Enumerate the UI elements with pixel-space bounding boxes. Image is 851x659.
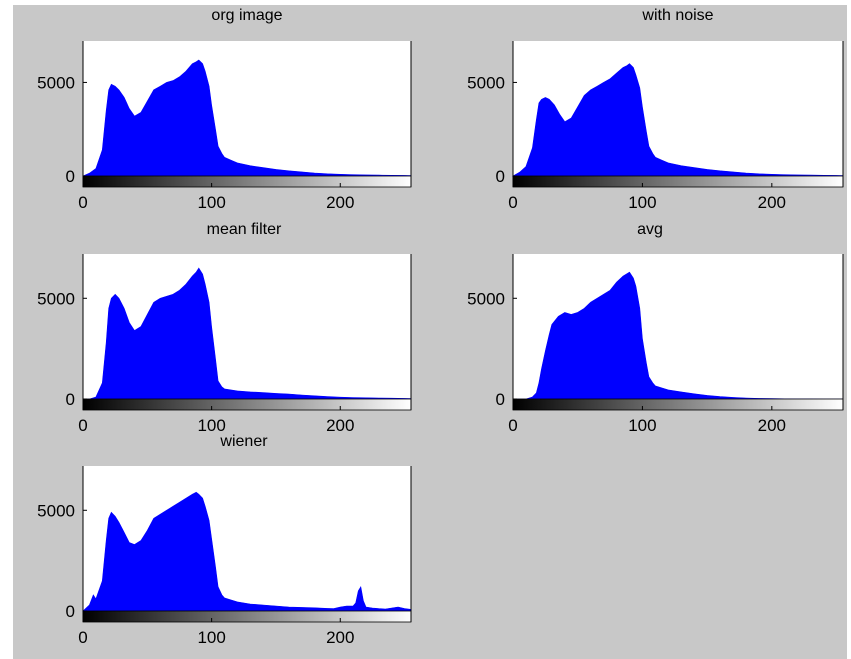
grayscale-colorbar bbox=[512, 398, 844, 411]
y-tick-label: 0 bbox=[66, 602, 75, 621]
y-tick-label: 5000 bbox=[37, 73, 75, 92]
x-tick-label: 0 bbox=[508, 193, 517, 212]
x-tick-label: 200 bbox=[326, 193, 354, 212]
grayscale-colorbar bbox=[82, 610, 412, 623]
histogram-area bbox=[513, 271, 843, 400]
grayscale-colorbar bbox=[82, 398, 412, 411]
grayscale-colorbar bbox=[512, 175, 844, 188]
grayscale-colorbar bbox=[82, 175, 412, 188]
subplot-2: 0 100 200 0 5000 mean filter bbox=[37, 221, 412, 435]
histogram-area bbox=[82, 59, 412, 177]
x-tick-label: 100 bbox=[197, 416, 225, 435]
y-tick-label: 0 bbox=[496, 390, 505, 409]
x-tick-label: 100 bbox=[197, 628, 225, 647]
x-tick-label: 100 bbox=[628, 193, 656, 212]
y-tick-label: 5000 bbox=[467, 73, 505, 92]
subplot-title: mean filter bbox=[207, 221, 282, 238]
subplot-title: org image bbox=[211, 7, 282, 24]
window-border-top bbox=[0, 0, 851, 5]
subplot-title: wiener bbox=[219, 433, 268, 450]
x-tick-label: 200 bbox=[758, 416, 786, 435]
histogram-area bbox=[511, 63, 844, 177]
subplot-1: 0 100 200 0 5000 with noise bbox=[467, 7, 844, 212]
x-tick-label: 200 bbox=[326, 628, 354, 647]
x-tick-label: 0 bbox=[78, 416, 87, 435]
y-tick-label: 0 bbox=[66, 167, 75, 186]
histogram-area bbox=[82, 491, 412, 612]
histogram-area bbox=[83, 267, 412, 400]
subplot-title: avg bbox=[637, 221, 663, 238]
y-tick-label: 0 bbox=[496, 167, 505, 186]
subplot-3: 0 100 200 0 5000 avg bbox=[467, 221, 844, 435]
x-tick-label: 0 bbox=[508, 416, 517, 435]
y-tick-label: 5000 bbox=[467, 289, 505, 308]
y-tick-label: 5000 bbox=[37, 289, 75, 308]
subplot-0: 0 100 200 0 5000 org image bbox=[37, 7, 412, 212]
window-border-right bbox=[847, 0, 851, 659]
y-tick-label: 5000 bbox=[37, 501, 75, 520]
y-tick-label: 0 bbox=[66, 390, 75, 409]
x-tick-label: 0 bbox=[78, 628, 87, 647]
window-border-left bbox=[0, 0, 13, 659]
x-tick-label: 0 bbox=[78, 193, 87, 212]
x-tick-label: 200 bbox=[326, 416, 354, 435]
subplot-title: with noise bbox=[641, 7, 713, 24]
x-tick-label: 100 bbox=[628, 416, 656, 435]
x-tick-label: 200 bbox=[758, 193, 786, 212]
subplot-4: 0 100 200 0 5000 wiener bbox=[37, 433, 412, 647]
x-tick-label: 100 bbox=[197, 193, 225, 212]
